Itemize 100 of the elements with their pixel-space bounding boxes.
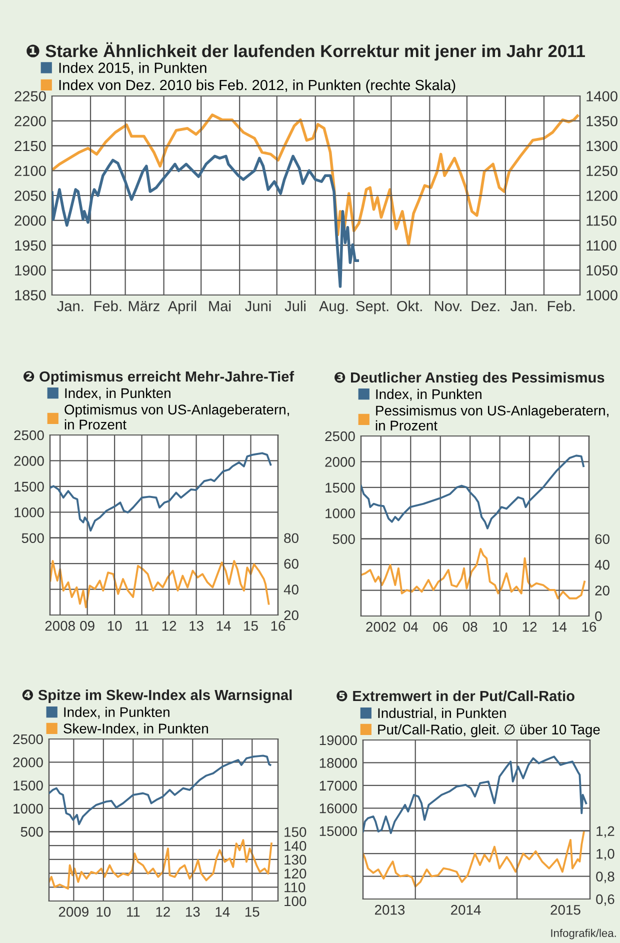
x-tick-label: März — [128, 301, 160, 312]
line-series — [363, 831, 585, 888]
y2-tick-label: 100 — [284, 896, 306, 906]
y2-tick-label: 130 — [284, 854, 306, 865]
y2-tick-label: 1,0 — [596, 848, 614, 860]
chart-title: ❸ Deutlicher Anstieg des Pessimismus — [334, 372, 604, 386]
y-tick-label: 2000 — [14, 456, 44, 466]
text: Infografik/lea. — [551, 928, 616, 940]
y2-tick-label: 1300 — [586, 140, 618, 152]
y2-tick-label: 1350 — [586, 116, 618, 126]
y-tick-label: 1000 — [14, 804, 43, 814]
y2-tick-label: 60 — [284, 558, 298, 569]
y-tick-label: 2100 — [14, 166, 46, 176]
chart-title: ❺ Extremwert in der Put/Call-Ratio — [336, 690, 574, 702]
x-tick-label: 2014 — [451, 904, 481, 915]
legend-label: Index, in Punkten — [65, 388, 170, 400]
x-tick-label: Mai — [209, 300, 230, 312]
x-tick-label: 15 — [245, 907, 260, 917]
line-series — [361, 548, 586, 600]
x-tick-label: Aug. — [319, 301, 348, 314]
line-series — [49, 754, 272, 826]
y-tick-label: 2000 — [13, 757, 43, 768]
x-tick-label: Jan. — [510, 301, 537, 312]
x-tick-label: 14 — [216, 621, 231, 631]
y-tick-label: 2200 — [14, 116, 46, 126]
x-tick-label: 13 — [186, 906, 200, 917]
y2-tick-label: 40 — [594, 560, 610, 570]
x-tick-label: 13 — [190, 620, 204, 631]
y-tick-label: 1500 — [14, 780, 43, 790]
x-tick-label: 12 — [162, 620, 176, 631]
legend-label: Pessimismus von US-Anlageberatern, in Prozent — [376, 405, 608, 430]
y-tick-label: 1950 — [15, 240, 46, 251]
y2-tick-label: 40 — [284, 584, 298, 594]
y2-tick-label: 80 — [284, 533, 298, 544]
y2-tick-label: 1,2 — [596, 826, 614, 838]
x-tick-label: Jan. — [57, 301, 84, 312]
y2-tick-label: 0,8 — [596, 872, 614, 884]
y-tick-label: 16000 — [320, 803, 357, 814]
x-tick-label: Sept. — [356, 300, 388, 314]
x-tick-label: 2002 — [366, 622, 396, 632]
x-tick-label: 2015 — [550, 904, 580, 915]
y-tick-label: 1000 — [14, 507, 44, 518]
y-tick-label: 1500 — [326, 482, 355, 493]
line-series — [52, 114, 579, 246]
y2-tick-label: 60 — [595, 534, 610, 544]
line-series — [50, 452, 272, 532]
y2-tick-label: 1000 — [586, 290, 618, 300]
y2-tick-label: 20 — [595, 586, 610, 596]
x-tick-label: 11 — [127, 907, 140, 917]
y2-tick-label: 1150 — [586, 215, 616, 226]
x-tick-label: 2008 — [45, 620, 75, 631]
legend-label: Index von Dez. 2010 bis Feb. 2012, in Punkten (rechte Skala) — [59, 79, 456, 94]
y-tick-label: 500 — [332, 534, 355, 544]
y-tick-label: 2050 — [14, 190, 46, 201]
y2-tick-label: 120 — [284, 868, 306, 878]
y2-tick-label: 1200 — [586, 190, 618, 201]
y2-tick-label: 1050 — [586, 265, 618, 276]
x-tick-label: 09 — [80, 620, 94, 631]
x-tick-label: 2009 — [58, 906, 88, 917]
legend-label: Skew-Index, in Punkten — [64, 723, 208, 736]
x-tick-label: 14 — [216, 907, 230, 917]
legend-label: Index, in Punkten — [64, 706, 170, 719]
x-tick-label: 10 — [493, 622, 508, 632]
y2-tick-label: 0,6 — [596, 894, 614, 906]
y-tick-label: 1900 — [15, 265, 46, 276]
line-series — [50, 560, 270, 608]
x-tick-label: 14 — [552, 622, 567, 632]
x-tick-label: Dez. — [472, 301, 500, 312]
x-tick-label: 12 — [522, 622, 537, 632]
x-tick-label: 12 — [156, 906, 170, 917]
x-tick-label: 16 — [271, 620, 286, 631]
y2-tick-label: 20 — [284, 610, 298, 620]
x-tick-label: 11 — [136, 621, 148, 631]
x-tick-label: April — [168, 300, 196, 314]
y-tick-label: 1000 — [326, 508, 355, 518]
legend-label: Index, in Punkten — [376, 388, 482, 401]
x-tick-label: 04 — [403, 622, 418, 632]
x-tick-label: 2013 — [374, 904, 405, 915]
x-tick-label: Feb. — [94, 300, 122, 312]
y-tick-label: 500 — [22, 533, 44, 544]
chart-title: ❹ Spitze im Skew-Index als Warnsignal — [22, 689, 292, 704]
y-tick-label: 2000 — [325, 457, 355, 467]
x-tick-label: Okt. — [397, 300, 422, 312]
y-tick-label: 1500 — [14, 482, 44, 492]
x-tick-label: Nov. — [435, 301, 462, 312]
line-series — [361, 454, 584, 530]
legend-label: Optimismus von US-Anlageberatern, in Prozent — [64, 404, 289, 430]
y-tick-label: 2250 — [14, 91, 46, 102]
x-tick-label: 08 — [462, 622, 478, 632]
y-tick-label: 2150 — [14, 140, 46, 152]
y2-tick-label: 110 — [284, 882, 306, 892]
y-tick-label: 2000 — [14, 215, 46, 226]
line-series — [52, 154, 360, 288]
x-tick-label: 06 — [433, 622, 448, 632]
y-tick-label: 2500 — [325, 431, 355, 442]
chart-title: ❶ Starke Ähnlichkeit der laufenden Korrektur mit jener im Jahr 2011 — [26, 42, 585, 61]
x-tick-label: 16 — [582, 622, 596, 632]
legend-label: Industrial, in Punkten — [378, 708, 506, 720]
y-tick-label: 15000 — [320, 826, 357, 836]
y-tick-label: 17000 — [320, 780, 357, 791]
